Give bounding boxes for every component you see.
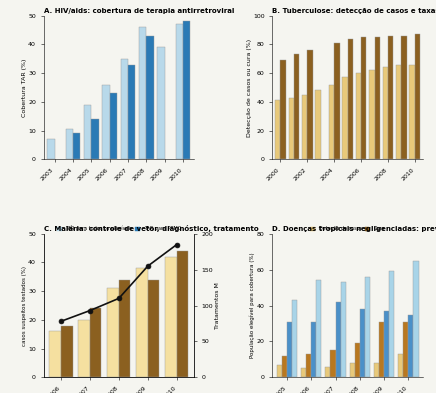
Bar <box>350 363 355 377</box>
Bar <box>374 363 379 377</box>
Bar <box>61 326 72 377</box>
Bar <box>91 119 99 159</box>
Bar <box>78 320 90 377</box>
Bar <box>307 50 313 159</box>
Bar <box>165 257 177 377</box>
Bar <box>176 24 183 159</box>
Bar <box>396 64 402 159</box>
Bar <box>360 309 365 377</box>
Bar <box>379 322 384 377</box>
Legend: TAR para todos os elegíveis, TAR para PTMC: TAR para todos os elegíveis, TAR para PT… <box>57 226 181 231</box>
Bar <box>84 105 91 159</box>
Bar <box>289 97 294 159</box>
Bar <box>282 356 287 377</box>
Y-axis label: casos suspeitos testados (%): casos suspeitos testados (%) <box>22 266 27 345</box>
Bar <box>287 322 292 377</box>
Bar <box>280 60 286 159</box>
Y-axis label: Detecção de casos ou cura (%): Detecção de casos ou cura (%) <box>247 39 252 136</box>
Bar <box>301 368 306 377</box>
Bar <box>341 282 346 377</box>
Bar <box>177 251 188 377</box>
Bar <box>415 34 420 159</box>
Bar <box>413 261 419 377</box>
Bar <box>110 93 117 159</box>
Bar <box>330 351 336 377</box>
Bar <box>361 37 367 159</box>
Bar <box>325 367 330 377</box>
Bar <box>355 343 360 377</box>
Bar <box>356 73 361 159</box>
Bar <box>383 67 388 159</box>
Bar <box>409 64 415 159</box>
Bar <box>66 129 73 159</box>
Bar <box>302 95 307 159</box>
Bar <box>90 309 102 377</box>
Bar <box>121 59 128 159</box>
Bar <box>369 70 375 159</box>
Bar <box>275 100 280 159</box>
Bar <box>317 281 321 377</box>
Y-axis label: Cobertura TAR (%): Cobertura TAR (%) <box>22 58 27 117</box>
Bar <box>47 139 54 159</box>
Bar <box>342 77 347 159</box>
Bar <box>388 36 393 159</box>
Y-axis label: Tratamentos M: Tratamentos M <box>215 282 220 329</box>
Text: B. Tuberculose: detecção de casos e taxas de cura: B. Tuberculose: detecção de casos e taxa… <box>272 8 436 14</box>
Legend: Deteção de casos, Cura: Deteção de casos, Cura <box>310 226 385 231</box>
Bar <box>139 27 146 159</box>
Bar <box>292 300 297 377</box>
Bar <box>102 84 110 159</box>
Bar <box>398 354 403 377</box>
Bar <box>183 22 191 159</box>
Text: D. Doenças tropicais negligenciadas: prevenção medicamentosa: D. Doenças tropicais negligenciadas: pre… <box>272 226 436 232</box>
Bar <box>329 84 334 159</box>
Bar <box>347 39 353 159</box>
Bar <box>389 272 394 377</box>
Bar <box>306 354 311 377</box>
Bar <box>315 90 321 159</box>
Bar <box>277 365 282 377</box>
Bar <box>402 36 407 159</box>
Bar <box>311 322 317 377</box>
Bar <box>146 36 154 159</box>
Bar <box>409 314 413 377</box>
Bar <box>107 288 119 377</box>
Text: A. HIV/aids: cobertura de terapia antirretroviral: A. HIV/aids: cobertura de terapia antirr… <box>44 8 234 14</box>
Bar <box>128 64 136 159</box>
Bar <box>403 322 409 377</box>
Bar <box>375 37 380 159</box>
Bar <box>334 43 340 159</box>
Bar <box>136 268 148 377</box>
Bar <box>148 280 160 377</box>
Bar <box>384 311 389 377</box>
Bar <box>157 47 165 159</box>
Text: C. Malária: controle de vetor, diagnóstico, tratamento: C. Malária: controle de vetor, diagnósti… <box>44 225 258 232</box>
Y-axis label: População elegível para cobertura (%): População elegível para cobertura (%) <box>250 253 255 358</box>
Bar <box>73 133 80 159</box>
Bar <box>119 280 130 377</box>
Bar <box>294 55 299 159</box>
Bar <box>336 302 341 377</box>
Bar <box>49 331 61 377</box>
Bar <box>365 277 370 377</box>
